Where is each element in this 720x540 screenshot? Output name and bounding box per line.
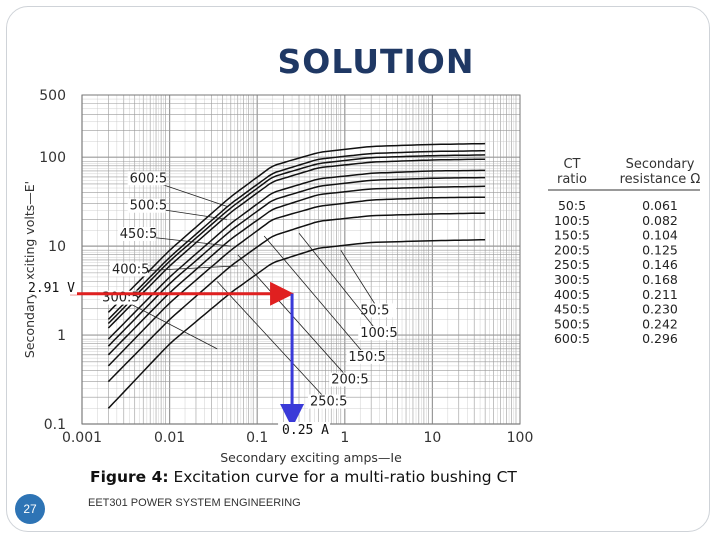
table-cell-ratio: 250:5 <box>554 257 590 272</box>
table-cell-ratio: 600:5 <box>554 331 590 346</box>
curve-50-5 <box>107 238 486 409</box>
y-tick-label: 10 <box>48 239 66 255</box>
table-cell-resistance: 0.125 <box>642 242 678 257</box>
curve-500-5 <box>107 150 486 320</box>
curve-label-bg <box>117 226 156 241</box>
y-axis-label: Secondary exciting volts—E' <box>22 181 37 358</box>
table-cell-resistance: 0.061 <box>642 198 678 213</box>
table-cell-ratio: 500:5 <box>554 316 590 331</box>
table-cell-ratio: 450:5 <box>554 302 590 317</box>
curve-label-bg <box>307 394 346 409</box>
table-cell-resistance: 0.242 <box>642 316 678 331</box>
curve-label-450-5: 450:5 <box>120 227 157 242</box>
table-cell-resistance: 0.082 <box>642 213 678 228</box>
table-cell-resistance: 0.104 <box>642 228 678 243</box>
voltage-label-bg <box>25 278 77 295</box>
table-cell-ratio: 50:5 <box>558 198 586 213</box>
current-annotation-label: 0.25 A <box>282 423 329 438</box>
table-cell-resistance: 0.296 <box>642 331 678 346</box>
table-cell-ratio: 400:5 <box>554 287 590 302</box>
table-cell-ratio: 100:5 <box>554 213 590 228</box>
curve-200-5 <box>107 185 486 356</box>
curve-label-leader <box>216 281 331 404</box>
x-tick-label: 10 <box>423 430 441 446</box>
table-cell-resistance: 0.230 <box>642 302 678 317</box>
curve-label-100-5: 100:5 <box>360 326 397 341</box>
chart-curve-labels: 600:5500:5450:5400:5300:550:5100:5150:52… <box>100 171 398 410</box>
caption-text: Excitation curve for a multi-ratio bushi… <box>168 468 517 486</box>
curve-300-5 <box>107 169 486 340</box>
x-axis-label: Secondary exciting amps—Ie <box>220 450 402 465</box>
x-tick-label: 0.1 <box>246 430 268 446</box>
curve-400-5 <box>107 158 486 329</box>
x-tick-label: 0.01 <box>154 430 185 446</box>
table-cell-resistance: 0.168 <box>642 272 678 287</box>
curve-label-bg <box>358 303 397 318</box>
chart-curves <box>107 142 486 409</box>
current-label-bg <box>278 422 331 438</box>
curve-label-600-5: 600:5 <box>130 171 167 186</box>
table-cell-ratio: 300:5 <box>554 272 590 287</box>
table-cell-resistance: 0.146 <box>642 257 678 272</box>
y-tick-label: 0.1 <box>44 417 66 433</box>
curve-label-250-5: 250:5 <box>310 395 347 410</box>
curve-100-5 <box>107 212 486 383</box>
table-header: Secondary <box>626 157 695 172</box>
table-header: CT <box>563 157 580 172</box>
chart-axes: 0.001 0.01 0.1 1 10 100 0.1 1 10 100 500 Secondary … <box>22 88 533 465</box>
curve-label-leader <box>237 254 352 382</box>
caption-label: Figure 4: <box>90 468 169 486</box>
curve-label-bg <box>346 349 385 364</box>
y-tick-label: 1 <box>57 328 66 344</box>
table-header: ratio <box>557 172 587 187</box>
curve-label-leader <box>340 249 381 313</box>
footer-text: EET301 POWER SYSTEM ENGINEERING <box>88 497 301 509</box>
curve-label-leader <box>122 299 218 350</box>
curve-label-500-5: 500:5 <box>130 199 167 214</box>
table-header: resistance Ω <box>620 172 701 187</box>
curve-label-400-5: 400:5 <box>112 262 149 277</box>
slide-number-badge: 27 <box>15 494 45 524</box>
curve-600-5 <box>107 142 486 313</box>
curve-label-bg <box>127 198 166 213</box>
x-tick-label: 0.001 <box>62 430 102 446</box>
curve-label-200-5: 200:5 <box>331 373 368 388</box>
curve-450-5 <box>107 154 486 325</box>
curve-label-leader <box>263 235 369 360</box>
table-cell-resistance: 0.211 <box>642 287 678 302</box>
curve-label-150-5: 150:5 <box>348 350 385 365</box>
slide-title: SOLUTION <box>277 42 475 81</box>
curve-label-bg <box>127 171 166 186</box>
x-tick-label: 100 <box>507 430 534 446</box>
x-tick-label: 1 <box>340 430 349 446</box>
curve-250-5 <box>107 176 486 347</box>
curve-label-leader <box>131 265 238 272</box>
curve-label-leader <box>298 232 381 336</box>
chart-annotations: 2.91 V 0.25 A <box>25 278 331 438</box>
curve-label-bg <box>329 372 368 387</box>
curve-label-bg <box>358 326 397 341</box>
y-tick-label: 500 <box>39 88 66 104</box>
voltage-annotation-label: 2.91 V <box>28 281 75 296</box>
curve-label-bg <box>109 262 148 277</box>
table-cell-ratio: 150:5 <box>554 228 590 243</box>
table-cell-ratio: 200:5 <box>554 242 590 257</box>
curve-label-50-5: 50:5 <box>360 303 389 318</box>
figure-caption: Figure 4: Excitation curve for a multi-r… <box>90 468 610 486</box>
y-tick-label: 100 <box>39 150 66 166</box>
